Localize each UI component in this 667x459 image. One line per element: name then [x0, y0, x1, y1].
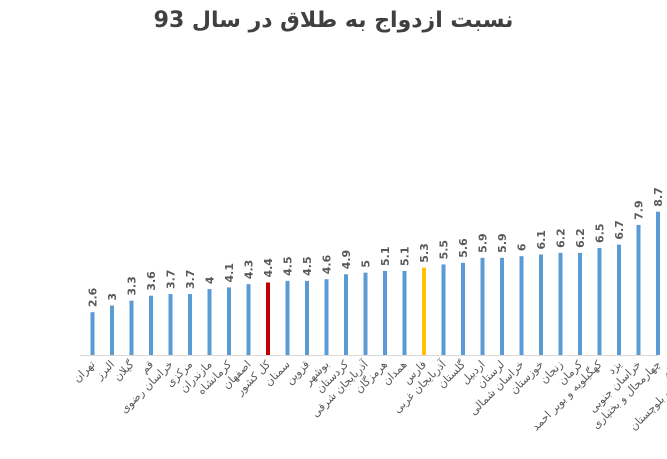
bar [578, 252, 582, 355]
bar [480, 257, 485, 355]
bar [461, 262, 465, 355]
bar [305, 280, 309, 355]
bar [656, 211, 660, 355]
data-label: 3.7 [165, 270, 178, 290]
bar [285, 280, 290, 355]
data-label: 5 [360, 260, 373, 268]
data-label: 4.4 [262, 258, 275, 278]
bar [207, 289, 212, 355]
bar [402, 271, 407, 355]
data-label: 6.2 [555, 228, 568, 248]
data-label: 3.7 [184, 270, 197, 290]
data-label: 5.3 [418, 243, 431, 263]
data-label: 5.1 [379, 247, 392, 267]
bar [129, 300, 134, 355]
category-label: البرز [92, 358, 117, 383]
bar [266, 282, 270, 355]
bar [422, 267, 426, 355]
bar [539, 254, 543, 355]
bar [500, 257, 504, 355]
bar [383, 271, 387, 355]
bar [149, 295, 153, 355]
chart-title: نسبت ازدواج به طلاق در سال 93 [153, 8, 514, 33]
bar [227, 287, 231, 355]
bar [168, 294, 173, 355]
data-label: 4.3 [243, 260, 256, 280]
bar [324, 279, 329, 355]
category-label: ایلام [660, 358, 667, 381]
data-label: 5.9 [477, 233, 490, 253]
bar [617, 244, 621, 355]
data-label: 6.7 [613, 220, 626, 240]
bar [558, 252, 563, 355]
data-label: 3 [106, 293, 119, 301]
data-label: 3.3 [126, 276, 139, 296]
data-label: 4.9 [340, 250, 353, 270]
data-label: 5.6 [457, 238, 470, 258]
bar [363, 272, 368, 355]
bar [519, 256, 524, 355]
data-label: 4.5 [282, 256, 295, 276]
bar [188, 294, 192, 355]
data-label: 6 [516, 243, 529, 251]
data-label: 6.5 [594, 223, 607, 243]
data-label: 8.7 [652, 187, 665, 207]
data-label: 6.1 [535, 230, 548, 250]
data-label: 7.9 [633, 200, 646, 220]
data-label: 3.6 [145, 271, 158, 291]
data-label: 4.5 [301, 256, 314, 276]
data-label: 4 [204, 276, 217, 284]
category-label: گیلان [111, 357, 137, 383]
data-label: 4.1 [223, 263, 236, 283]
data-label: 5.5 [438, 240, 451, 260]
data-label: 5.9 [496, 233, 509, 253]
bar [90, 312, 95, 355]
bar [636, 224, 641, 355]
bar [597, 247, 602, 355]
bar [246, 284, 251, 355]
bar [110, 305, 114, 355]
bar [441, 264, 446, 355]
data-label: 5.1 [399, 247, 412, 267]
data-label: 4.6 [321, 254, 334, 274]
data-label: 2.6 [87, 287, 100, 307]
data-label: 6.2 [574, 228, 587, 248]
bar [344, 274, 348, 355]
